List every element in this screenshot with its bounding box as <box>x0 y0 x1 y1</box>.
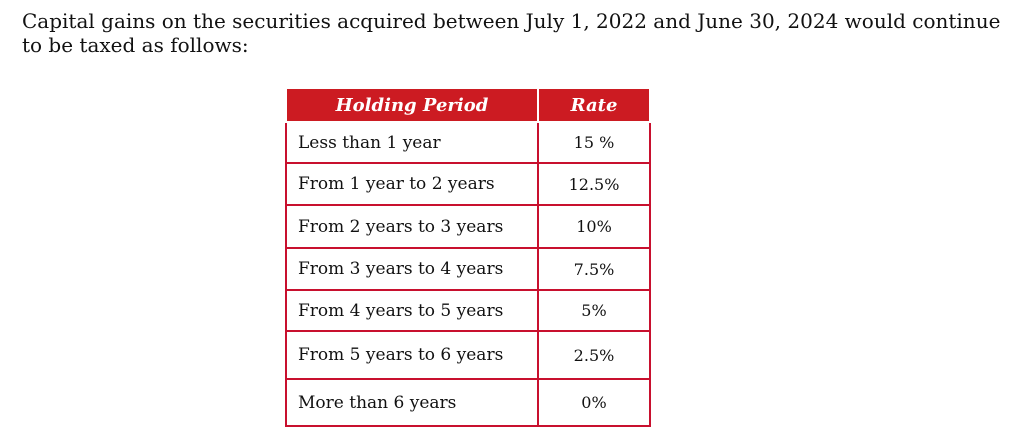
table-row: From 1 year to 2 years 12.5% <box>285 162 651 206</box>
header-holding-period: Holding Period <box>285 87 539 123</box>
holding-period-cell: From 5 years to 6 years <box>285 330 539 380</box>
rate-cell: 12.5% <box>537 162 651 206</box>
rate-cell: 7.5% <box>537 247 651 291</box>
rate-cell: 15 % <box>537 121 651 164</box>
table-row: From 2 years to 3 years 10% <box>285 204 651 249</box>
table-header-row: Holding Period Rate <box>285 87 651 123</box>
table-row: Less than 1 year 15 % <box>285 121 651 164</box>
table-row: From 3 years to 4 years 7.5% <box>285 247 651 291</box>
holding-period-cell: More than 6 years <box>285 378 539 427</box>
holding-period-cell: Less than 1 year <box>285 121 539 164</box>
rate-cell: 0% <box>537 378 651 427</box>
rate-cell: 10% <box>537 204 651 249</box>
table-row: From 4 years to 5 years 5% <box>285 289 651 332</box>
capital-gains-rate-table: Holding Period Rate Less than 1 year 15 … <box>285 87 651 427</box>
intro-paragraph: Capital gains on the securities acquired… <box>22 9 1001 57</box>
rate-cell: 5% <box>537 289 651 332</box>
holding-period-cell: From 2 years to 3 years <box>285 204 539 249</box>
holding-period-cell: From 3 years to 4 years <box>285 247 539 291</box>
holding-period-cell: From 1 year to 2 years <box>285 162 539 206</box>
holding-period-cell: From 4 years to 5 years <box>285 289 539 332</box>
rate-cell: 2.5% <box>537 330 651 380</box>
table-row: More than 6 years 0% <box>285 378 651 427</box>
header-rate: Rate <box>537 87 651 123</box>
table-row: From 5 years to 6 years 2.5% <box>285 330 651 380</box>
